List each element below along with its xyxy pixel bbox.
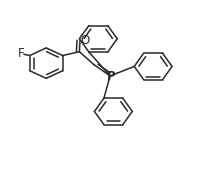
Text: F: F [17, 47, 24, 60]
Text: O: O [80, 34, 89, 47]
Text: P: P [107, 70, 115, 83]
